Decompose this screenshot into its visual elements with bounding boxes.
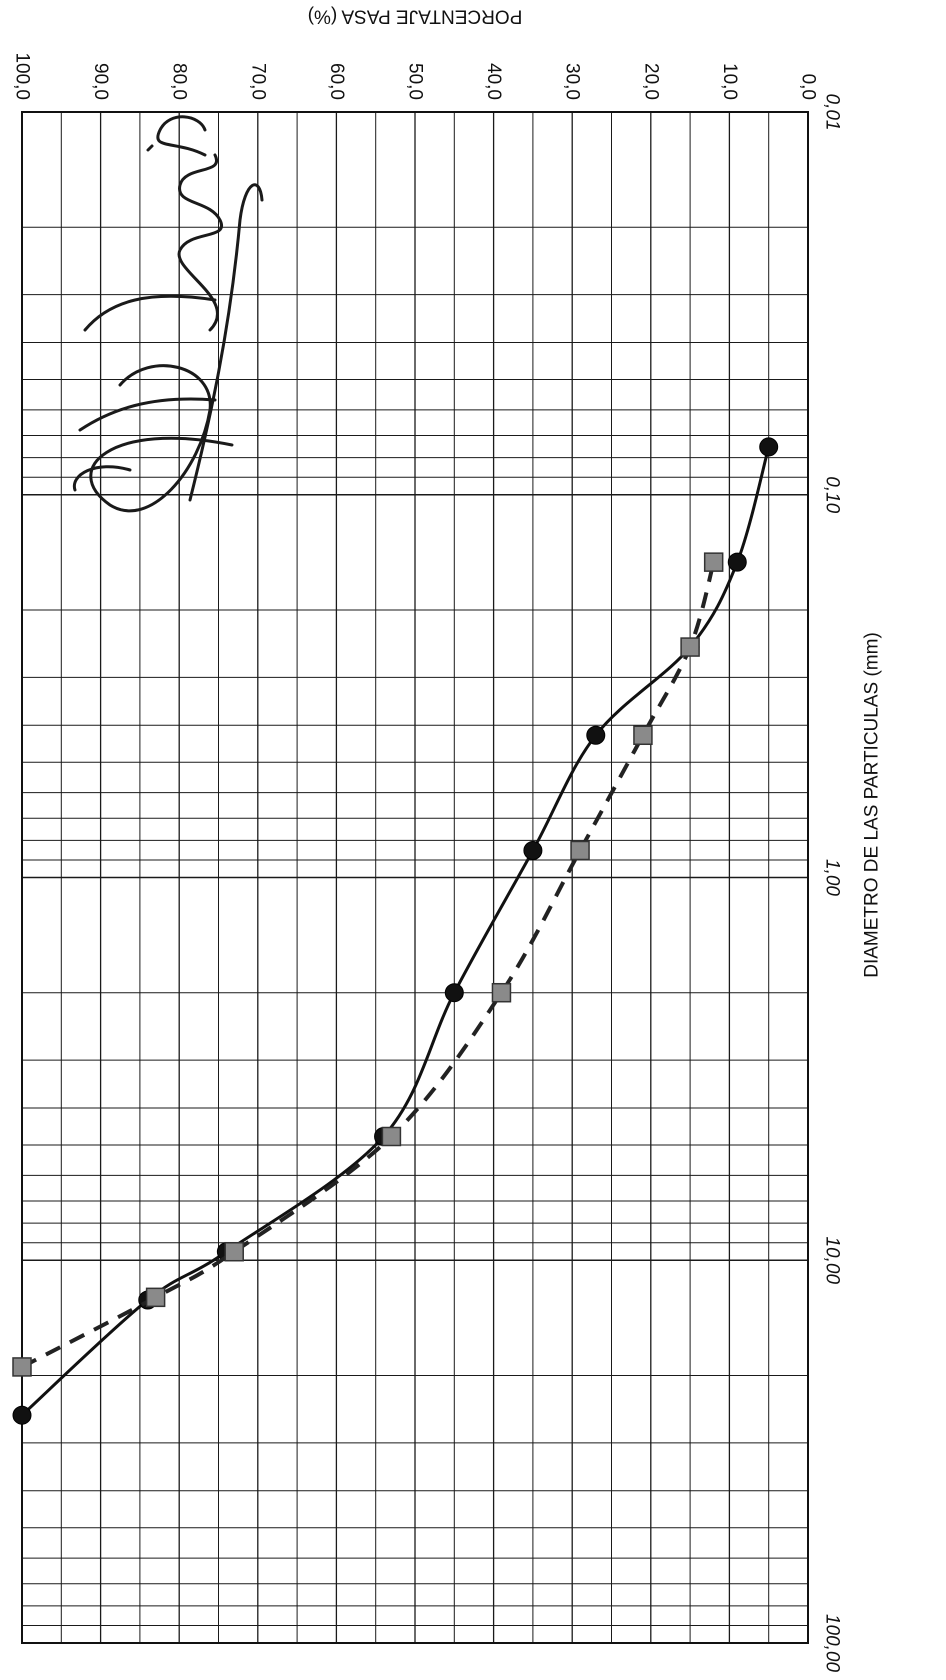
x-tick-label: 100,00 <box>822 1614 843 1673</box>
series-1-point <box>586 725 606 745</box>
y-tick-label: 30,0 <box>562 63 583 100</box>
series-2-point <box>491 982 512 1003</box>
y-tick-label: 40,0 <box>483 63 504 100</box>
series-2-point <box>381 1126 402 1147</box>
y-tick-label: 50,0 <box>405 63 426 100</box>
series-2-point <box>633 725 653 746</box>
x-tick-label: 0,10 <box>822 476 843 513</box>
series-2-point <box>145 1287 166 1308</box>
x-tick-labels: 0,01 0,10 1,00 10,00 100,00 <box>822 94 843 1673</box>
y-tick-label: 90,0 <box>90 63 111 100</box>
series-2-line <box>21 561 716 1369</box>
series-1-line <box>20 446 771 1417</box>
y-tick-label: 70,0 <box>247 63 268 100</box>
y-tick-label: 0,0 <box>798 74 819 100</box>
y-axis-label: PORCENTAJE PASA (%) <box>308 6 523 27</box>
y-tick-label: 60,0 <box>326 63 347 100</box>
x-tick-label: 10,00 <box>822 1236 843 1284</box>
series-1-point <box>12 1405 32 1425</box>
x-axis-label: DIAMETRO DE LAS PARTICULAS (mm) <box>862 632 883 978</box>
series-1-point <box>759 437 779 457</box>
y-tick-labels: 0,0 10,0 20,0 30,0 40,0 50,0 60,0 70,0 80,0 90,0 1… <box>12 52 819 100</box>
y-tick-label: 100,0 <box>12 52 33 100</box>
series-2-point <box>680 637 700 657</box>
series-1-point <box>727 552 747 572</box>
series-1-point <box>444 983 464 1003</box>
x-tick-label: 0,01 <box>822 94 843 131</box>
series-2-point <box>703 552 724 572</box>
y-tick-label: 80,0 <box>169 63 190 100</box>
series-2-point <box>570 840 590 861</box>
series-2-point <box>224 1241 244 1262</box>
signature-stamp <box>72 115 264 513</box>
y-tick-label: 10,0 <box>719 63 740 100</box>
x-tick-label: 1,00 <box>822 859 843 896</box>
series-1-point <box>523 840 543 860</box>
y-tick-label: 20,0 <box>640 63 661 100</box>
series-layer <box>12 437 779 1425</box>
series-2-point <box>12 1357 32 1377</box>
plot-frame <box>21 111 809 1644</box>
